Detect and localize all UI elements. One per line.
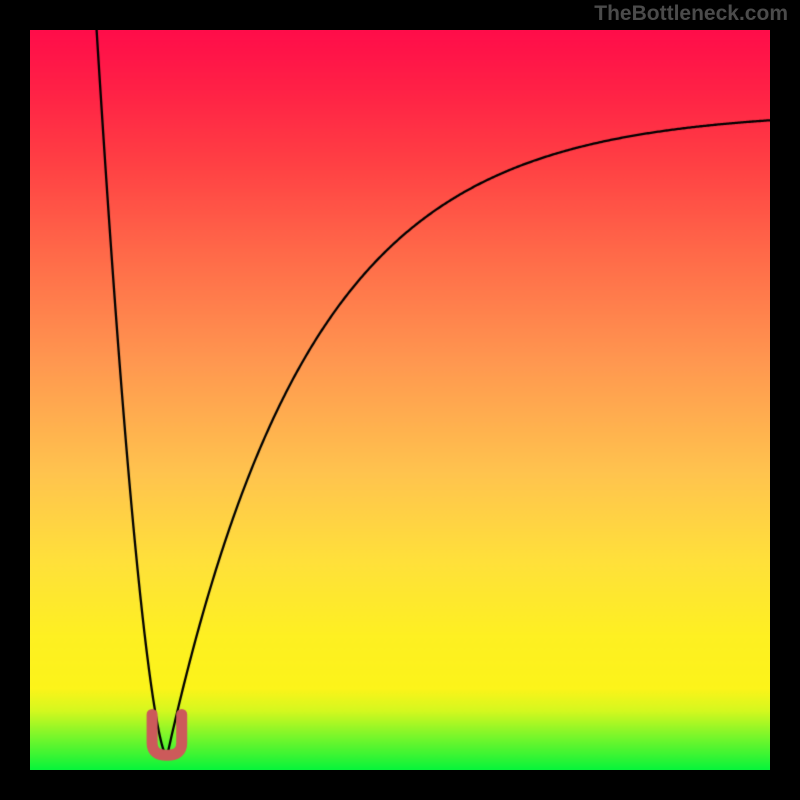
chart-canvas [30, 30, 770, 770]
chart-container: TheBottleneck.com [0, 0, 800, 800]
plot-area-wrapper [30, 30, 770, 770]
watermark-text: TheBottleneck.com [594, 2, 788, 26]
